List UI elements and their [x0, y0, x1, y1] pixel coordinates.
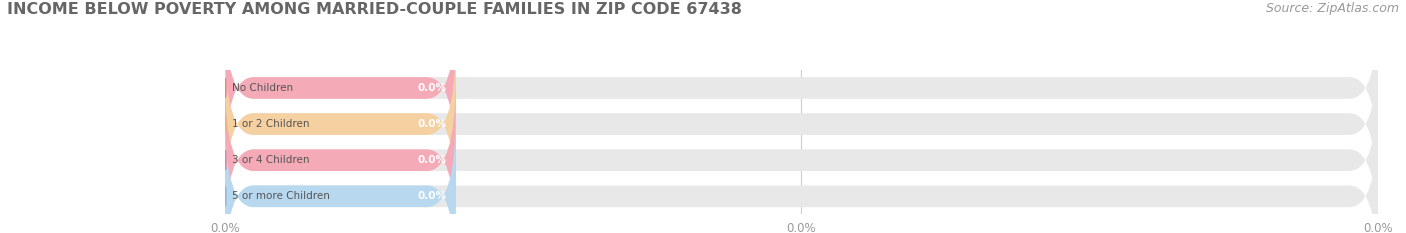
FancyBboxPatch shape: [225, 9, 1378, 168]
Text: No Children: No Children: [232, 83, 292, 93]
FancyBboxPatch shape: [225, 45, 456, 204]
FancyBboxPatch shape: [225, 9, 456, 168]
Text: 0.0%: 0.0%: [418, 83, 446, 93]
FancyBboxPatch shape: [225, 81, 456, 233]
FancyBboxPatch shape: [225, 81, 1378, 233]
Text: 1 or 2 Children: 1 or 2 Children: [232, 119, 309, 129]
Text: Source: ZipAtlas.com: Source: ZipAtlas.com: [1265, 2, 1399, 15]
FancyBboxPatch shape: [225, 45, 1378, 204]
Text: INCOME BELOW POVERTY AMONG MARRIED-COUPLE FAMILIES IN ZIP CODE 67438: INCOME BELOW POVERTY AMONG MARRIED-COUPL…: [7, 2, 742, 17]
Text: 3 or 4 Children: 3 or 4 Children: [232, 155, 309, 165]
FancyBboxPatch shape: [225, 117, 456, 233]
Text: 0.0%: 0.0%: [418, 155, 446, 165]
Text: 0.0%: 0.0%: [418, 119, 446, 129]
Text: 0.0%: 0.0%: [418, 191, 446, 201]
Text: 5 or more Children: 5 or more Children: [232, 191, 329, 201]
FancyBboxPatch shape: [225, 117, 1378, 233]
